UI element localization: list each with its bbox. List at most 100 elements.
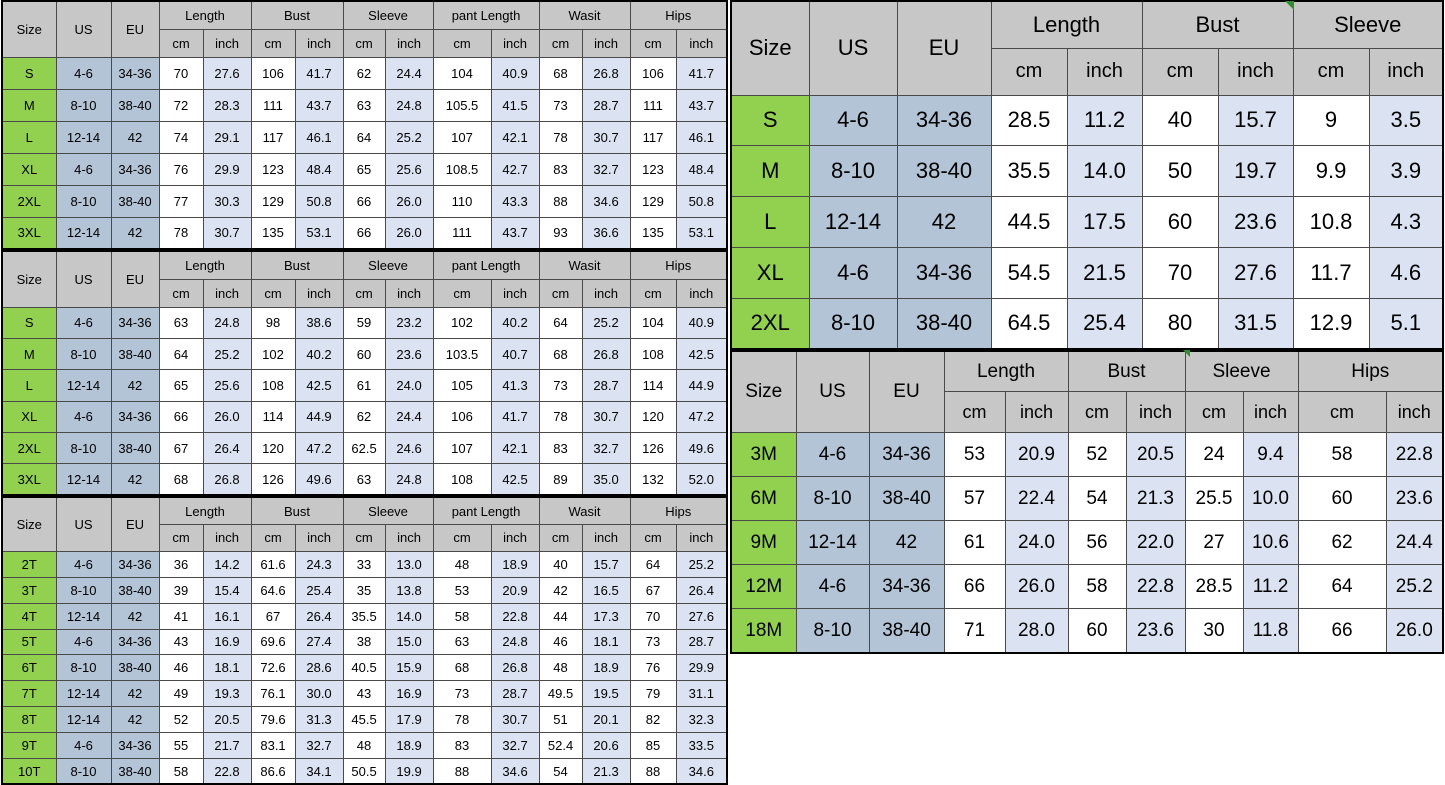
inch-value: 47.2 bbox=[294, 432, 344, 465]
size-label: M bbox=[1, 88, 57, 122]
inch-value: 16.9 bbox=[202, 628, 252, 656]
inch-value: 25.4 bbox=[1066, 297, 1143, 350]
cm-value: 59 bbox=[342, 306, 386, 339]
eu-value: 42 bbox=[110, 706, 160, 734]
inch-value: 30.3 bbox=[202, 184, 252, 218]
inch-value: 34.6 bbox=[581, 184, 631, 218]
unit-header: inch bbox=[675, 28, 728, 58]
us-column-header: US bbox=[808, 0, 898, 96]
size-charts-right-panel: Size US EU Length Bust Sleeve cm inch cm inch cm in… bbox=[730, 0, 1445, 654]
size-column-header: Size bbox=[1, 0, 57, 58]
inch-value: 42.1 bbox=[490, 120, 540, 154]
unit-header: cm bbox=[1067, 391, 1127, 434]
inch-value: 42.1 bbox=[490, 432, 540, 465]
inch-value: 20.9 bbox=[1004, 432, 1069, 478]
cm-value: 108 bbox=[250, 369, 296, 402]
size-row-7T: 7T 12-14 42 49 19.3 76.1 30.0 43 16.9 73 28.7 49.5 1… bbox=[1, 680, 728, 708]
eu-value: 34-36 bbox=[896, 246, 992, 299]
cm-value: 89 bbox=[538, 463, 583, 496]
cm-value: 53 bbox=[943, 432, 1006, 478]
unit-header: inch bbox=[294, 278, 344, 308]
inch-value: 23.6 bbox=[1125, 608, 1186, 654]
inch-value: 29.9 bbox=[675, 654, 728, 682]
cm-value: 129 bbox=[629, 184, 677, 218]
eu-column-header: EU bbox=[110, 496, 160, 552]
cm-value: 108 bbox=[629, 337, 677, 371]
size-label: 8T bbox=[1, 706, 57, 734]
eu-value: 42 bbox=[110, 602, 160, 630]
cm-value: 123 bbox=[250, 152, 296, 186]
unit-header: cm bbox=[432, 28, 492, 58]
inch-value: 20.9 bbox=[490, 576, 540, 604]
inch-value: 31.5 bbox=[1217, 297, 1294, 350]
cm-value: 88 bbox=[432, 757, 492, 785]
cm-value: 49 bbox=[158, 680, 204, 708]
inch-value: 9.4 bbox=[1242, 432, 1299, 478]
cm-value: 46 bbox=[158, 654, 204, 682]
unit-header: inch bbox=[490, 28, 540, 58]
unit-header: inch bbox=[384, 523, 434, 552]
eu-value: 34-36 bbox=[110, 732, 160, 759]
size-label: S bbox=[1, 56, 57, 90]
cm-value: 86.6 bbox=[250, 757, 296, 785]
unit-header: cm bbox=[1292, 47, 1370, 96]
inch-value: 34.6 bbox=[675, 757, 728, 785]
cm-value: 40 bbox=[1141, 94, 1219, 147]
size-label: 2XL bbox=[730, 297, 810, 350]
us-value: 8-10 bbox=[795, 476, 870, 522]
inch-value: 41.7 bbox=[675, 56, 728, 90]
cm-value: 108.5 bbox=[432, 152, 492, 186]
size-row-12M: 12M 4-6 34-36 66 26.0 58 22.8 28.5 11.2 64 25.2 bbox=[730, 564, 1444, 610]
cm-value: 66 bbox=[342, 184, 386, 218]
eu-value: 34-36 bbox=[896, 94, 992, 147]
us-value: 4-6 bbox=[55, 732, 112, 759]
unit-header: cm bbox=[250, 278, 296, 308]
size-row-6M: 6M 8-10 38-40 57 22.4 54 21.3 25.5 10.0 60 23.6 bbox=[730, 476, 1444, 522]
inch-value: 22.4 bbox=[1004, 476, 1069, 522]
size-row-S: S 4-6 34-36 28.5 11.2 40 15.7 9 3.5 bbox=[730, 94, 1444, 147]
size-row-L: L 12-14 42 74 29.1 117 46.1 64 25.2 107 42.1 78 30.7… bbox=[1, 120, 728, 154]
eu-value: 38-40 bbox=[110, 88, 160, 122]
us-value: 12-14 bbox=[795, 520, 870, 566]
inch-value: 29.9 bbox=[202, 152, 252, 186]
unit-header: inch bbox=[1368, 47, 1444, 96]
cm-value: 93 bbox=[538, 216, 583, 250]
inch-value: 28.3 bbox=[202, 88, 252, 122]
size-row-L: L 12-14 42 65 25.6 108 42.5 61 24.0 105 41.3 73 28.7… bbox=[1, 369, 728, 402]
cm-value: 61.6 bbox=[250, 550, 296, 578]
cm-value: 103.5 bbox=[432, 337, 492, 371]
cm-value: 64 bbox=[342, 120, 386, 154]
cm-value: 72 bbox=[158, 88, 204, 122]
unit-header: cm bbox=[990, 47, 1068, 96]
cm-value: 64 bbox=[538, 306, 583, 339]
inch-value: 13.0 bbox=[384, 550, 434, 578]
us-value: 8-10 bbox=[808, 297, 898, 350]
size-charts-left-panel: Size US EU Length Bust Sleeve pant Length Wasit… bbox=[1, 0, 729, 785]
inch-value: 15.0 bbox=[384, 628, 434, 656]
size-label: 6T bbox=[1, 654, 57, 682]
us-column-header: US bbox=[55, 0, 112, 58]
measure-header: Length bbox=[158, 0, 252, 30]
unit-header: cm bbox=[629, 28, 677, 58]
eu-value: 38-40 bbox=[110, 337, 160, 371]
inch-value: 13.8 bbox=[384, 576, 434, 604]
inch-value: 26.0 bbox=[202, 400, 252, 434]
inch-value: 5.1 bbox=[1368, 297, 1444, 350]
inch-value: 28.7 bbox=[675, 628, 728, 656]
size-row-8T: 8T 12-14 42 52 20.5 79.6 31.3 45.5 17.9 78 30.7 51 2… bbox=[1, 706, 728, 734]
size-row-2XL: 2XL 8-10 38-40 67 26.4 120 47.2 62.5 24.6 107 42.1… bbox=[1, 432, 728, 465]
cm-value: 66 bbox=[158, 400, 204, 434]
us-value: 12-14 bbox=[55, 463, 112, 496]
us-value: 4-6 bbox=[55, 550, 112, 578]
us-value: 4-6 bbox=[55, 628, 112, 656]
size-row-18M: 18M 8-10 38-40 71 28.0 60 23.6 30 11.8 66 26.0 bbox=[730, 608, 1444, 654]
us-value: 4-6 bbox=[55, 56, 112, 90]
size-row-S: S 4-6 34-36 63 24.8 98 38.6 59 23.2 102 40.2 64 25.2… bbox=[1, 306, 728, 339]
inch-value: 17.3 bbox=[581, 602, 631, 630]
cm-value: 46 bbox=[538, 628, 583, 656]
inch-value: 24.8 bbox=[490, 628, 540, 656]
inch-value: 28.0 bbox=[1004, 608, 1069, 654]
inch-value: 26.8 bbox=[490, 654, 540, 682]
unit-header: inch bbox=[384, 28, 434, 58]
inch-value: 48.4 bbox=[675, 152, 728, 186]
